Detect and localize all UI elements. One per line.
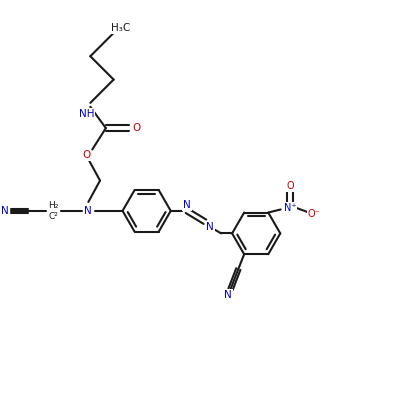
Text: N: N bbox=[84, 206, 92, 216]
Text: O: O bbox=[286, 181, 294, 191]
Text: N: N bbox=[224, 290, 232, 300]
Text: N⁺: N⁺ bbox=[284, 203, 296, 213]
Text: N: N bbox=[1, 206, 9, 216]
Text: H₂: H₂ bbox=[48, 201, 58, 210]
Text: N: N bbox=[183, 200, 191, 210]
Text: C²: C² bbox=[48, 212, 58, 221]
Text: NH: NH bbox=[79, 109, 94, 119]
Text: H₃C: H₃C bbox=[111, 23, 130, 33]
Text: O: O bbox=[82, 150, 90, 160]
Text: N: N bbox=[206, 222, 214, 232]
Text: O: O bbox=[132, 123, 140, 133]
Text: O⁻: O⁻ bbox=[308, 209, 320, 219]
